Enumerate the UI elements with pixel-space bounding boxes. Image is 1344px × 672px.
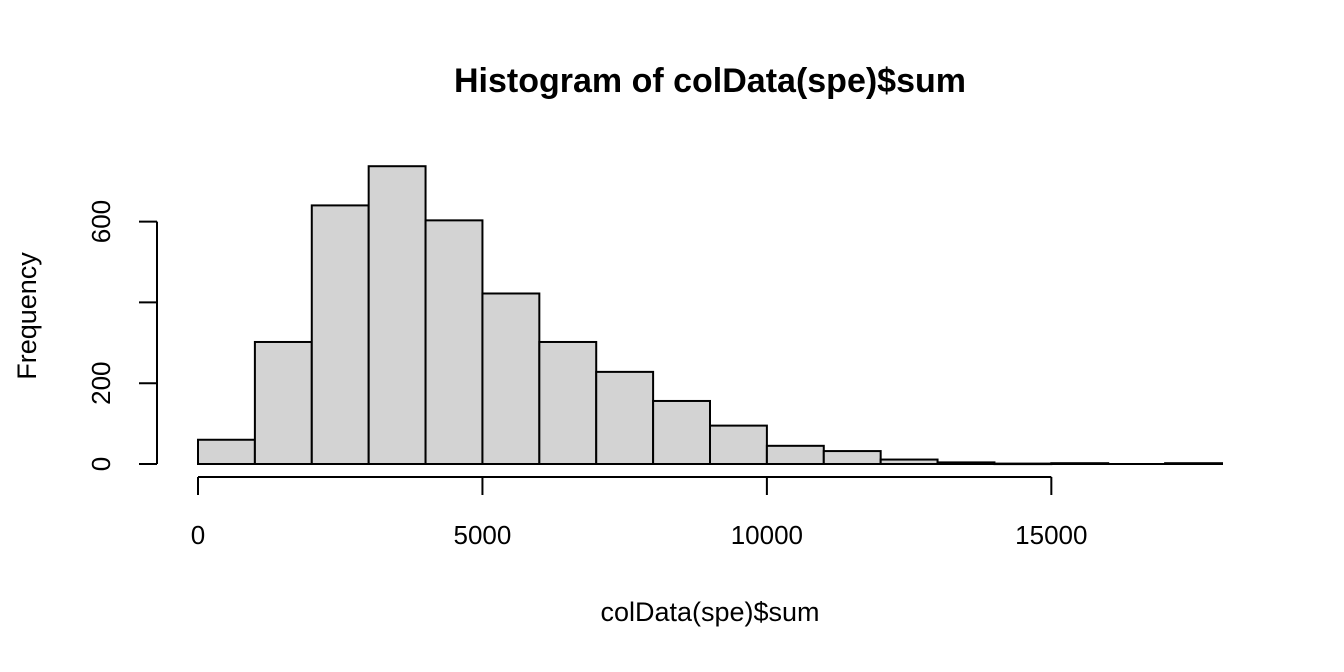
histogram-bar-9 (709, 424, 768, 466)
histogram-bar-2 (310, 204, 370, 466)
histogram-bar-15 (1050, 462, 1110, 466)
histogram-bar-5 (481, 292, 541, 465)
histogram-bar-4 (424, 219, 484, 465)
x-tick-label-0: 0 (191, 520, 205, 550)
y-axis-label: Frequency (12, 252, 42, 380)
x-tick-label-2: 10000 (731, 520, 803, 550)
y-tick-label-3: 600 (86, 200, 116, 243)
x-axis-label: colData(spe)$sum (600, 597, 819, 627)
y-tick-label-0: 0 (86, 457, 116, 471)
histogram-bar-17 (1164, 462, 1223, 466)
histogram-bar-3 (367, 165, 427, 465)
histogram-bar-12 (879, 458, 939, 466)
chart-title: Histogram of colData(spe)$sum (454, 62, 966, 100)
x-tick-label-1: 5000 (454, 520, 512, 550)
histogram-bar-14 (993, 462, 1053, 466)
histogram-bar-11 (822, 450, 882, 466)
histogram-bar-8 (652, 399, 711, 465)
histogram-bar-6 (538, 340, 598, 465)
histogram-bar-10 (765, 444, 825, 465)
histogram-bar-13 (936, 461, 996, 466)
histogram-bars (197, 165, 1223, 466)
x-axis: 0 5000 10000 15000 (191, 476, 1087, 550)
y-axis: 0 200 600 (86, 200, 158, 471)
histogram-bar-7 (595, 370, 655, 465)
y-tick-label-1: 200 (86, 361, 116, 404)
x-tick-label-3: 15000 (1015, 520, 1087, 550)
histogram-bar-0 (197, 438, 256, 465)
histogram-bar-1 (253, 340, 313, 465)
